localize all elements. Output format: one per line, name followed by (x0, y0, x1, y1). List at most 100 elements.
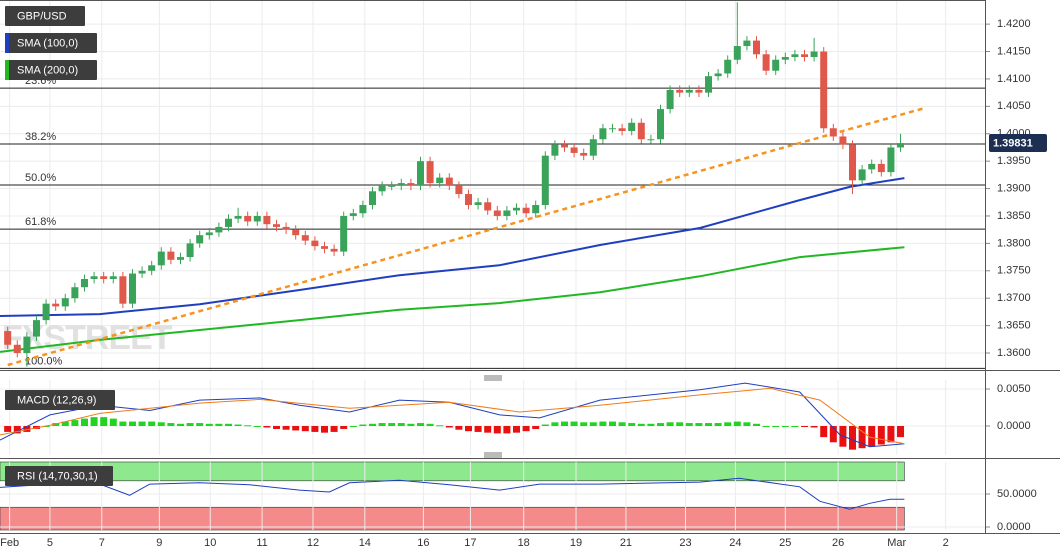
candle-body (484, 202, 492, 211)
histogram-bar (849, 426, 857, 450)
candle-body (493, 210, 501, 216)
histogram-bar (128, 421, 136, 427)
plot-layer: 1.3600 1.3650 1.3700 1.3750 1.3800 1.3850 1.39… (0, 0, 1047, 549)
histogram-bar (733, 421, 741, 427)
y-tick-label: 1.3650 (997, 320, 1031, 332)
histogram-bar (705, 423, 713, 427)
candle-body (522, 207, 530, 214)
histogram-bar (570, 421, 578, 427)
candle-body (801, 54, 809, 58)
histogram-bar (138, 421, 146, 427)
candle-body (532, 205, 540, 214)
indicator-line (0, 477, 905, 510)
histogram-bar (897, 426, 905, 438)
candle-body (436, 177, 444, 184)
candle-body (301, 235, 309, 241)
histogram-bar (52, 423, 60, 427)
histogram-bar (426, 423, 434, 427)
y-tick-label: 1.3800 (997, 237, 1031, 249)
histogram-bar (762, 426, 770, 428)
candle-body (657, 109, 665, 140)
histogram-bar (455, 426, 463, 430)
candle-body (138, 270, 146, 274)
indicator-line (0, 177, 905, 317)
candle-body (503, 210, 511, 216)
candle-body (705, 76, 713, 93)
candle-body (733, 46, 741, 60)
x-tick-label: 21 (620, 537, 632, 549)
histogram-bar (263, 426, 271, 428)
histogram-bar (599, 421, 607, 427)
y-tick-label: 1.4200 (997, 18, 1031, 30)
legend-box (5, 390, 115, 410)
candle-body (234, 215, 242, 219)
candle-body (580, 152, 588, 156)
candle-body (455, 185, 463, 195)
fib-label: 50.0% (25, 172, 56, 184)
candle-body (541, 155, 549, 206)
candle-body (263, 215, 271, 225)
histogram-bar (877, 426, 885, 445)
y-tick-label: 50.0000 (997, 488, 1037, 500)
candle-body (4, 331, 12, 345)
overbought-band (0, 461, 905, 482)
candle-body (13, 344, 21, 354)
oversold-band (0, 506, 905, 531)
histogram-bar (541, 424, 549, 427)
histogram-bar (714, 423, 722, 427)
histogram-bar (196, 423, 204, 427)
histogram-bar (801, 426, 809, 428)
y-tick-label: 1.3600 (997, 347, 1031, 359)
candle-body (724, 59, 732, 74)
histogram-bar (724, 422, 732, 427)
histogram-bar (484, 426, 492, 433)
histogram-bar (205, 423, 213, 427)
candle-body (359, 205, 367, 214)
histogram-bar (176, 423, 184, 427)
histogram-bar (167, 423, 175, 427)
histogram-bar (397, 423, 405, 427)
histogram-bar (90, 417, 98, 427)
histogram-bar (493, 426, 501, 434)
histogram-bar (676, 422, 684, 427)
x-tick-label: 12 (307, 537, 319, 549)
x-tick-label: 16 (417, 537, 429, 549)
candle-body (167, 251, 175, 260)
candle-body (474, 202, 482, 206)
histogram-bar (4, 426, 12, 432)
histogram-bar (561, 421, 569, 427)
x-tick-label: 7 (99, 537, 105, 549)
histogram-bar (13, 426, 21, 434)
candle-body (829, 128, 837, 137)
candle-body (196, 235, 204, 244)
candle-body (71, 287, 79, 299)
x-tick-label: 25 (779, 537, 791, 549)
legend-box (5, 6, 85, 26)
histogram-bar (685, 423, 693, 427)
candle-body (416, 161, 424, 186)
candle-body (887, 147, 895, 173)
histogram-bar (868, 426, 876, 447)
candle-body (762, 54, 770, 71)
candle-body (676, 89, 684, 93)
candle-body (695, 89, 703, 93)
candle-body (119, 276, 127, 304)
candle-body (52, 303, 60, 307)
histogram-bar (609, 421, 617, 427)
candle-body (148, 265, 156, 271)
x-tick-label: 18 (518, 537, 530, 549)
histogram-bar (666, 422, 674, 427)
last-price-label: 1.39831 (993, 137, 1033, 149)
histogram-bar (551, 422, 559, 427)
histogram-bar (368, 423, 376, 427)
histogram-bar (532, 426, 540, 429)
candle-body (61, 298, 69, 307)
divider-handle[interactable] (484, 375, 502, 458)
x-tick-label: 26 (832, 537, 844, 549)
candle-body (330, 248, 338, 252)
histogram-bar (253, 426, 261, 428)
histogram-bar (157, 422, 165, 427)
histogram-bar (781, 426, 789, 428)
candle-body (513, 207, 521, 211)
